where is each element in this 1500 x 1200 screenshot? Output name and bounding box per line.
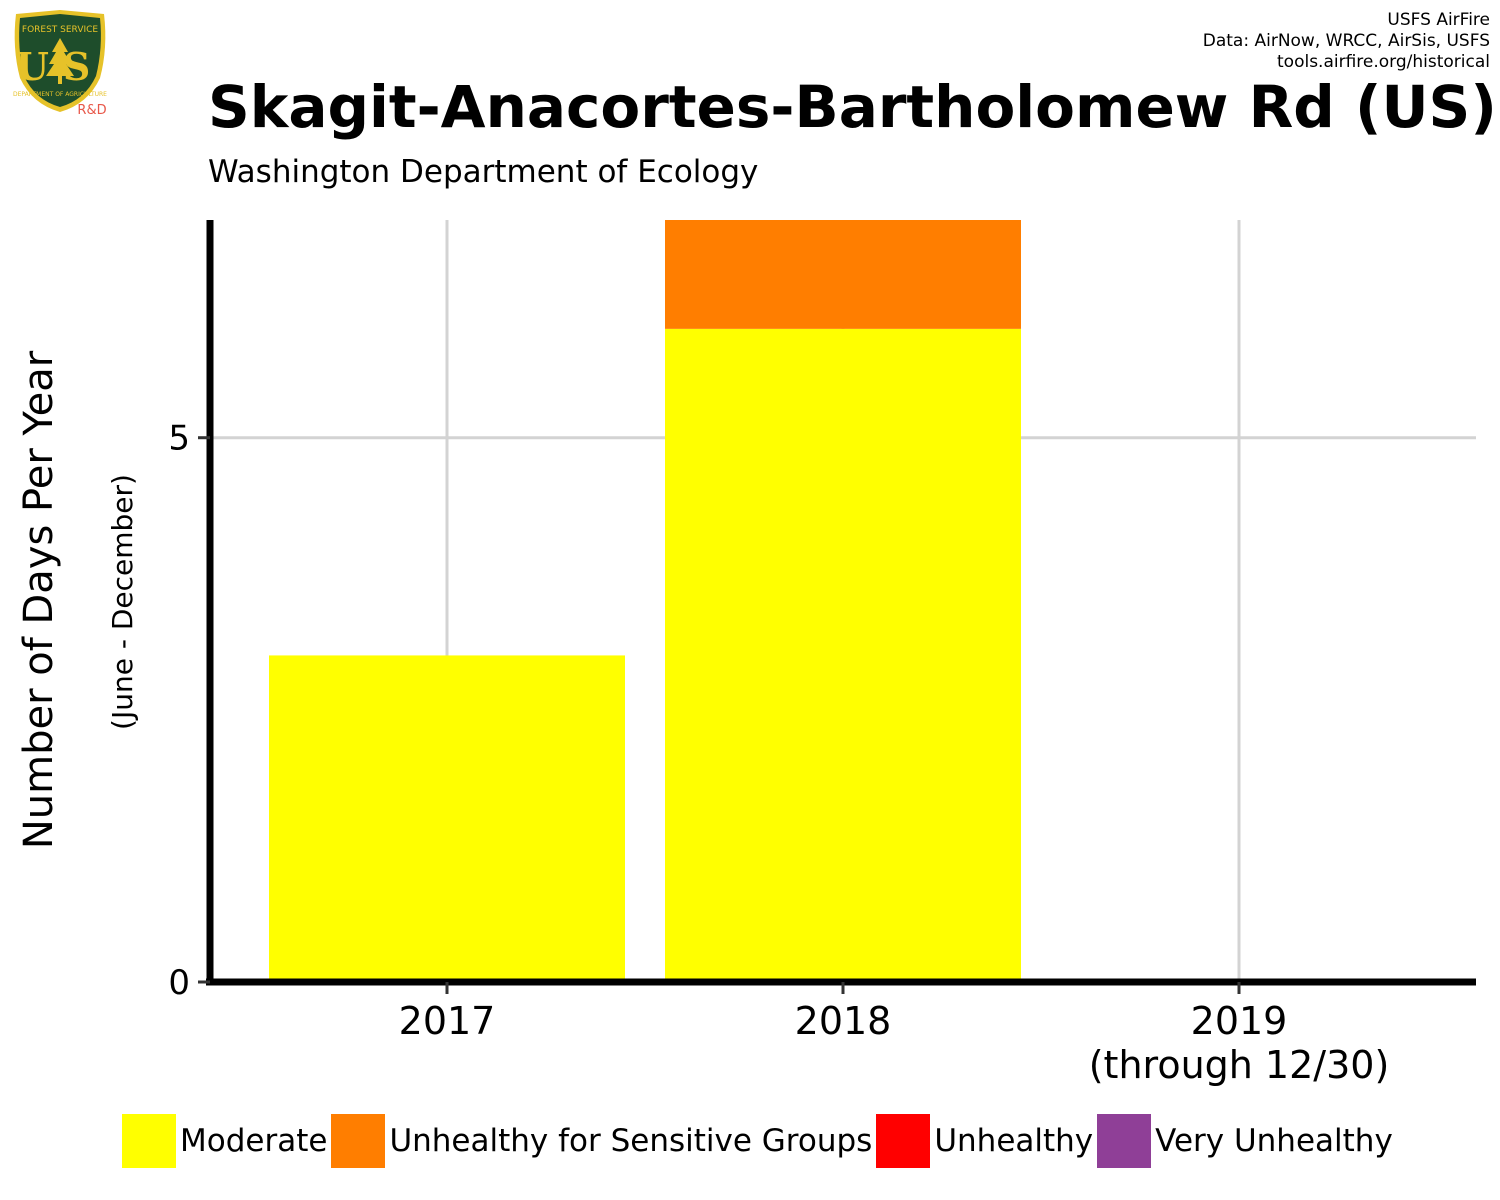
chart-subtitle: Washington Department of Ecology [208, 154, 759, 190]
axes [198, 220, 1476, 994]
axis-labels: 0 5 2017 2018 2019(through 12/30) Number of D… [16, 350, 1389, 1087]
legend-item: Very Unhealthy [1097, 1114, 1393, 1168]
data-credits: USFS AirFire Data: AirNow, WRCC, AirSis,… [1203, 10, 1490, 73]
legend-label: Moderate [180, 1123, 328, 1159]
legend-item: Unhealthy for Sensitive Groups [331, 1114, 872, 1168]
y-axis-subtitle: (June - December) [106, 474, 139, 730]
bar-2018 [665, 328, 1021, 982]
forest-service-logo: FOREST SERVICE US DEPARTMENT OF AGRICULT… [13, 10, 107, 118]
logo-top-text: FOREST SERVICE [22, 25, 99, 35]
legend-label: Very Unhealthy [1155, 1123, 1393, 1159]
bar-chart: 0 5 2017 2018 2019(through 12/30) Number of D… [16, 220, 1476, 1087]
x-tick-label: 2017 [399, 999, 496, 1043]
logo-tag: R&D [77, 103, 106, 118]
x-tick-label: 2019 [1191, 999, 1288, 1043]
legend-label: Unhealthy for Sensitive Groups [389, 1123, 873, 1159]
legend-item: Moderate [122, 1114, 327, 1168]
bar-2018 [665, 220, 1021, 329]
legend-swatch [122, 1114, 176, 1168]
chart-title: Skagit-Anacortes-Bartholomew Rd (US) [208, 73, 1497, 141]
legend-swatch [876, 1114, 931, 1168]
logo-bottom-text: DEPARTMENT OF AGRICULTURE [13, 91, 107, 98]
credit-line: USFS AirFire [1387, 10, 1490, 30]
legend: Moderate Unhealthy for Sensitive Groups Un… [122, 1113, 1397, 1169]
y-axis-title: Number of Days Per Year [16, 350, 62, 849]
x-tick-label: 2018 [795, 999, 892, 1043]
credit-line: tools.airfire.org/historical [1277, 52, 1490, 72]
legend-swatch [331, 1114, 386, 1168]
y-tick-label: 0 [168, 963, 190, 1003]
credit-line: Data: AirNow, WRCC, AirSis, USFS [1202, 31, 1490, 51]
legend-swatch [1097, 1114, 1152, 1168]
y-tick-label: 5 [168, 419, 190, 459]
x-tick-sublabel: (through 12/30) [1089, 1043, 1390, 1087]
bar-2017 [269, 655, 625, 982]
bars [269, 220, 1021, 982]
legend-item: Unhealthy [876, 1114, 1093, 1168]
tree-icon [46, 38, 74, 76]
legend-label: Unhealthy [934, 1123, 1094, 1159]
